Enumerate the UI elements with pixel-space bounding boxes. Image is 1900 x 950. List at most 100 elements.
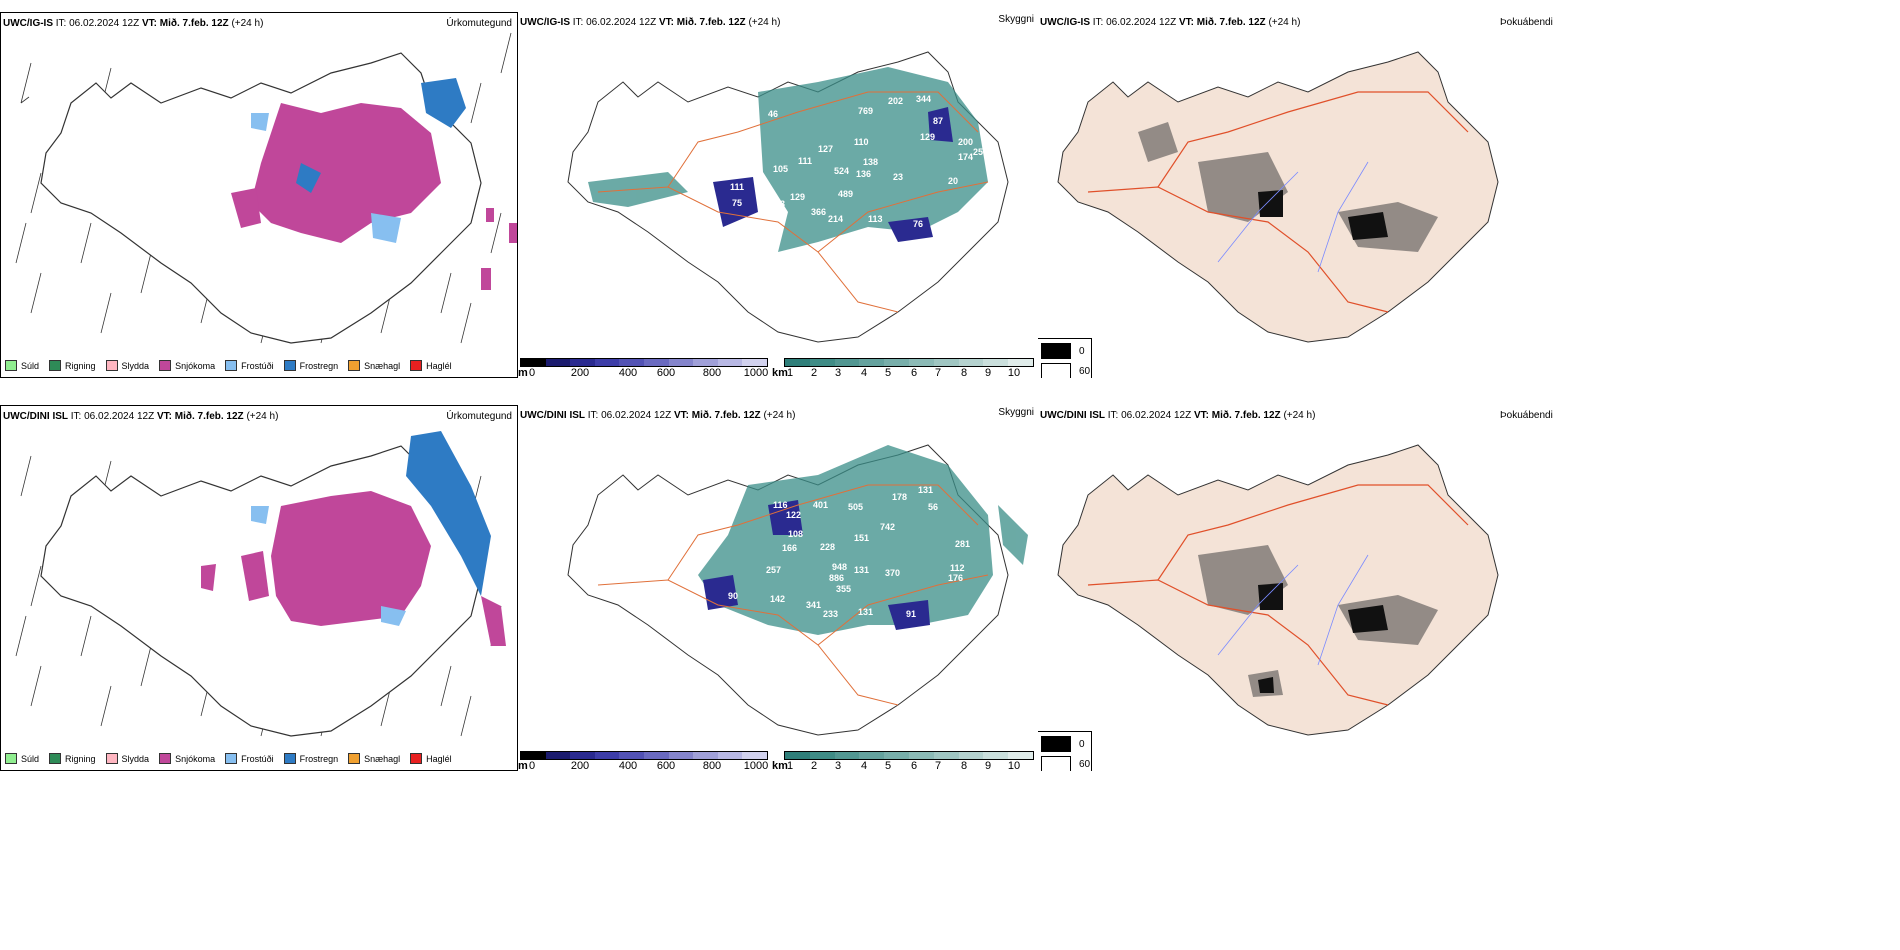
- cloud-number: 23: [893, 172, 903, 182]
- cloud-number: 401: [813, 500, 828, 510]
- km-tick: 9: [984, 760, 992, 771]
- km-tick: 4: [860, 367, 868, 378]
- height-tick: 1000: [743, 760, 769, 771]
- km-colorbar: km 1 2 3 4 5 6 7 8 9 10: [772, 751, 1034, 771]
- panel-header: UWC/DINI ISL IT: 06.02.2024 12Z VT: Mið.…: [1040, 410, 1316, 421]
- cloud-base-height-areas: [703, 500, 930, 630]
- panel-title: Skyggni: [998, 14, 1034, 25]
- legend-item-freezing-drizzle: Frostúði: [225, 360, 274, 371]
- km-colorbar-gradient: [784, 358, 1034, 367]
- snow-areas: [201, 491, 506, 646]
- legend-item-sleet: Slydda: [105, 753, 149, 764]
- legend-item-sleet: Slydda: [105, 360, 149, 371]
- roads: [1087, 91, 1469, 313]
- cloud-numbers: 46 769 202 344 87 129 200 174 256 110 138 127 524 136…: [730, 94, 988, 229]
- cloud-number: 344: [916, 94, 931, 104]
- cloud-number: 108: [788, 529, 803, 539]
- cloud-panel-row1: UWC/IG-IS IT: 06.02.2024 12Z VT: Mið. 7.…: [518, 12, 1038, 378]
- cloud-number: 524: [834, 166, 849, 176]
- height-ticks: 0 200 400 600 800 1000: [520, 367, 768, 378]
- cloud-number: 56: [928, 502, 938, 512]
- cloud-number: 75: [732, 198, 742, 208]
- cloud-number: 233: [823, 609, 838, 619]
- precip-map: [15, 431, 506, 737]
- panel-header: UWC/IG-IS IT: 06.02.2024 12Z VT: Mið. 7.…: [520, 17, 781, 28]
- cloud-number: 131: [858, 607, 873, 617]
- cloud-number: 257: [766, 565, 781, 575]
- height-tick: 200: [570, 367, 590, 378]
- height-tick: 0: [528, 760, 536, 771]
- cloud-number: 131: [854, 565, 869, 575]
- fog-legend-white: 60: [1041, 363, 1090, 378]
- height-tick: 200: [570, 760, 590, 771]
- km-tick: 10: [1007, 367, 1021, 378]
- cloud-number: 341: [806, 600, 821, 610]
- cloud-number: 76: [913, 219, 923, 229]
- freezing-drizzle-areas: [251, 506, 406, 626]
- cloud-panel-row2: UWC/DINI ISL IT: 06.02.2024 12Z VT: Mið.…: [518, 405, 1038, 771]
- cloud-number: 110: [854, 137, 869, 147]
- height-colorbar: m 0 200 400 600 800 1000: [518, 358, 768, 378]
- km-tick: 10: [1007, 760, 1021, 771]
- roads: [597, 91, 989, 313]
- cloud-number: 489: [838, 189, 853, 199]
- cloud-number: 742: [880, 522, 895, 532]
- cloud-number: 886: [829, 573, 844, 583]
- km-tick: 5: [884, 367, 892, 378]
- cloud-number: 142: [770, 594, 785, 604]
- rivers: [1217, 161, 1369, 273]
- freezing-rain-areas: [296, 78, 466, 193]
- cloud-number: 111: [730, 182, 744, 192]
- km-tick: 9: [984, 367, 992, 378]
- km-tick: 1: [786, 760, 794, 771]
- dense-fog-areas: [1258, 583, 1388, 693]
- cloud-number: 200: [958, 137, 973, 147]
- panel-header: UWC/IG-IS IT: 06.02.2024 12Z VT: Mið. 7.…: [1040, 17, 1301, 28]
- km-tick: 3: [834, 367, 842, 378]
- cloud-number: 256: [973, 147, 988, 157]
- precip-legend: Súld Rigning Slydda Snjókoma Frostúði Fr…: [5, 753, 452, 764]
- cloud-number: 166: [782, 543, 797, 553]
- cloud-number: 948: [832, 562, 847, 572]
- cloud-number: 90: [728, 591, 738, 601]
- legend-item-hail: Haglél: [410, 360, 452, 371]
- fog-panel-row2: UWC/DINI ISL IT: 06.02.2024 12Z VT: Mið.…: [1038, 405, 1900, 771]
- cloud-number: 176: [948, 573, 963, 583]
- legend-item-drizzle: Súld: [5, 360, 39, 371]
- km-tick: 8: [960, 367, 968, 378]
- snow-offshore: [481, 208, 517, 290]
- cloud-number: 129: [790, 192, 805, 202]
- km-tick: 5: [884, 760, 892, 771]
- legend-item-snow-pellets: Snæhagl: [348, 360, 400, 371]
- roads: [597, 484, 989, 706]
- height-colorbar-gradient: [520, 358, 768, 367]
- legend-item-freezing-rain: Frostregn: [283, 753, 338, 764]
- height-colorbar-gradient: [520, 751, 768, 760]
- cloud-number: 87: [933, 116, 943, 126]
- km-tick: 2: [810, 760, 818, 771]
- km-tick: 6: [910, 760, 918, 771]
- km-ticks: 1 2 3 4 5 6 7 8 9 10: [784, 367, 1034, 378]
- cloud-number: 129: [920, 132, 935, 142]
- fog-map: [1057, 444, 1499, 736]
- panel-title: Úrkomutegund: [446, 411, 512, 422]
- panel-title: Þokuábendi: [1500, 17, 1553, 28]
- legend-item-snow: Snjókoma: [159, 360, 215, 371]
- cloud-number: 20: [948, 176, 958, 186]
- rivers: [1217, 554, 1369, 666]
- cloud-number: 131: [918, 485, 933, 495]
- legend-item-hail: Haglél: [410, 753, 452, 764]
- legend-item-freezing-drizzle: Frostúði: [225, 753, 274, 764]
- legend-item-rain: Rigning: [49, 753, 96, 764]
- height-tick: 400: [618, 367, 638, 378]
- panel-header: UWC/DINI ISL IT: 06.02.2024 12Z VT: Mið.…: [520, 410, 796, 421]
- cloud-number: 116: [773, 500, 788, 510]
- legend-item-freezing-rain: Frostregn: [283, 360, 338, 371]
- roads: [1087, 484, 1469, 706]
- cloud-number: 281: [955, 539, 970, 549]
- cloud-areas: [698, 445, 1028, 635]
- cloud-number: 174: [958, 152, 973, 162]
- cloud-number: 122: [786, 510, 801, 520]
- cloud-number: 505: [848, 502, 863, 512]
- cloud-number: 136: [856, 169, 871, 179]
